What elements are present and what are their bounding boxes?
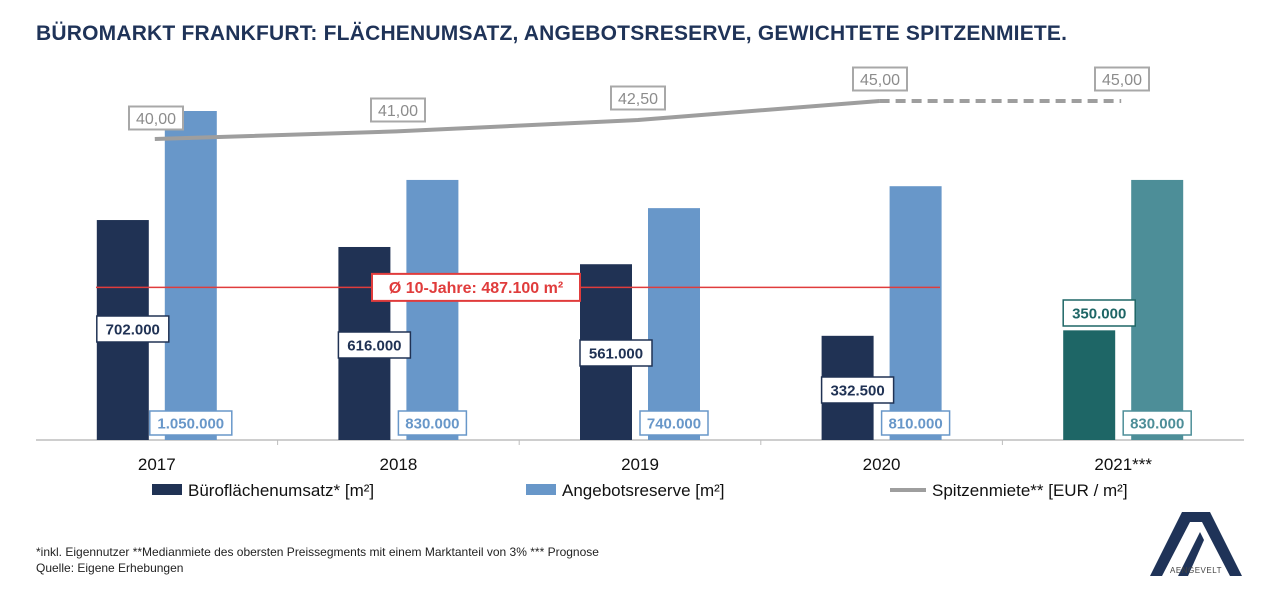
data-label-umsatz-text: 561.000 xyxy=(589,345,643,362)
data-label-umsatz-text: 332.500 xyxy=(830,382,884,399)
data-label-reserve-box xyxy=(149,410,233,436)
data-label-reserve-text: 830.000 xyxy=(1130,415,1184,432)
data-label-rent-box xyxy=(128,105,184,131)
data-label-reserve-text: 740.000 xyxy=(647,415,701,432)
bar-reserve-2021 xyxy=(1131,179,1184,440)
data-label-rent-text: 45,00 xyxy=(1102,72,1142,89)
x-tick-label: 2021*** xyxy=(1094,455,1152,474)
data-label-rent: 40,00 xyxy=(128,105,184,131)
data-label-rent: 42,50 xyxy=(610,85,666,111)
legend-label: Spitzenmiete** [EUR / m²] xyxy=(932,481,1128,500)
legend-swatch xyxy=(152,484,182,495)
data-label-umsatz-box xyxy=(337,331,412,359)
data-label-umsatz-box xyxy=(96,315,170,343)
bar-reserve-2019 xyxy=(648,208,700,440)
x-tick-label: 2018 xyxy=(379,455,417,474)
data-label-reserve-box xyxy=(639,410,709,436)
data-label-reserve-box xyxy=(1122,410,1192,436)
bar-reserve-2020 xyxy=(889,186,942,440)
data-label-reserve: 830.000 xyxy=(397,410,468,436)
data-label-reserve-text: 1.050.000 xyxy=(157,415,224,432)
legend-label: Büroflächenumsatz* [m²] xyxy=(188,481,374,500)
rent-line xyxy=(154,99,880,141)
data-label-rent-box xyxy=(370,97,426,123)
data-label-rent: 45,00 xyxy=(1094,66,1150,92)
legend-item-2: Angebotsreserve [m²] xyxy=(526,481,725,500)
data-label-umsatz-text: 616.000 xyxy=(347,337,401,354)
data-label-rent-text: 40,00 xyxy=(136,111,176,128)
legend-label: Angebotsreserve [m²] xyxy=(562,481,725,500)
data-label-umsatz: 702.000 xyxy=(96,315,170,343)
data-label-umsatz: 561.000 xyxy=(579,339,653,367)
data-label-reserve-box xyxy=(880,410,951,436)
data-label-rent-text: 41,00 xyxy=(378,103,418,120)
data-label-rent: 45,00 xyxy=(852,66,908,92)
footnote-line-1: *inkl. Eigennutzer **Medianmiete des obe… xyxy=(36,545,599,559)
footnotes: *inkl. Eigennutzer **Medianmiete des obe… xyxy=(36,544,599,576)
data-label-reserve: 810.000 xyxy=(880,410,951,436)
data-label-umsatz: 350.000 xyxy=(1062,299,1136,327)
logo-text: AENGEVELT xyxy=(1170,566,1222,575)
data-label-rent-box xyxy=(852,66,908,92)
data-label-reserve-box xyxy=(397,410,468,436)
x-tick-label: 2019 xyxy=(621,455,659,474)
data-label-reserve-text: 830.000 xyxy=(405,415,459,432)
data-label-reserve-text: 810.000 xyxy=(888,415,942,432)
data-label-reserve: 1.050.000 xyxy=(149,410,233,436)
reference-line-label-box xyxy=(371,272,581,302)
data-label-umsatz-box xyxy=(1062,299,1136,327)
chart-title: BÜROMARKT FRANKFURT: FLÄCHENUMSATZ, ANGE… xyxy=(36,22,1068,45)
data-label-rent-text: 42,50 xyxy=(618,91,658,108)
bar-reserve-2017 xyxy=(164,111,217,440)
data-label-rent-box xyxy=(1094,66,1150,92)
bar-umsatz-2021 xyxy=(1063,330,1116,440)
x-tick-label: 2017 xyxy=(138,455,176,474)
legend-item-1: Büroflächenumsatz* [m²] xyxy=(152,481,374,500)
footnote-line-2: Quelle: Eigene Erhebungen xyxy=(36,561,184,575)
x-tick-label: 2020 xyxy=(863,455,901,474)
data-label-rent: 41,00 xyxy=(370,97,426,123)
bar-reserve-2018 xyxy=(406,179,459,440)
data-label-umsatz-box xyxy=(820,376,895,404)
data-label-umsatz-text: 702.000 xyxy=(106,321,160,338)
legend-swatch xyxy=(526,484,556,495)
data-label-umsatz: 616.000 xyxy=(337,331,412,359)
reference-line-label: Ø 10-Jahre: 487.100 m² xyxy=(371,272,581,302)
data-label-umsatz-text: 350.000 xyxy=(1072,305,1126,322)
chart-svg: 2017 2018 2019 2020 2021*** 702.000 616.000 561… xyxy=(36,66,1244,500)
data-label-reserve: 830.000 xyxy=(1122,410,1192,436)
aengevelt-logo-icon xyxy=(1150,512,1242,576)
data-label-reserve: 740.000 xyxy=(639,410,709,436)
data-label-umsatz: 332.500 xyxy=(820,376,895,404)
data-label-rent-box xyxy=(610,85,666,111)
data-label-rent-text: 45,00 xyxy=(860,72,900,89)
legend-item-3: Spitzenmiete** [EUR / m²] xyxy=(890,481,1128,500)
reference-line-label-text: Ø 10-Jahre: 487.100 m² xyxy=(389,280,563,297)
data-label-umsatz-box xyxy=(579,339,653,367)
